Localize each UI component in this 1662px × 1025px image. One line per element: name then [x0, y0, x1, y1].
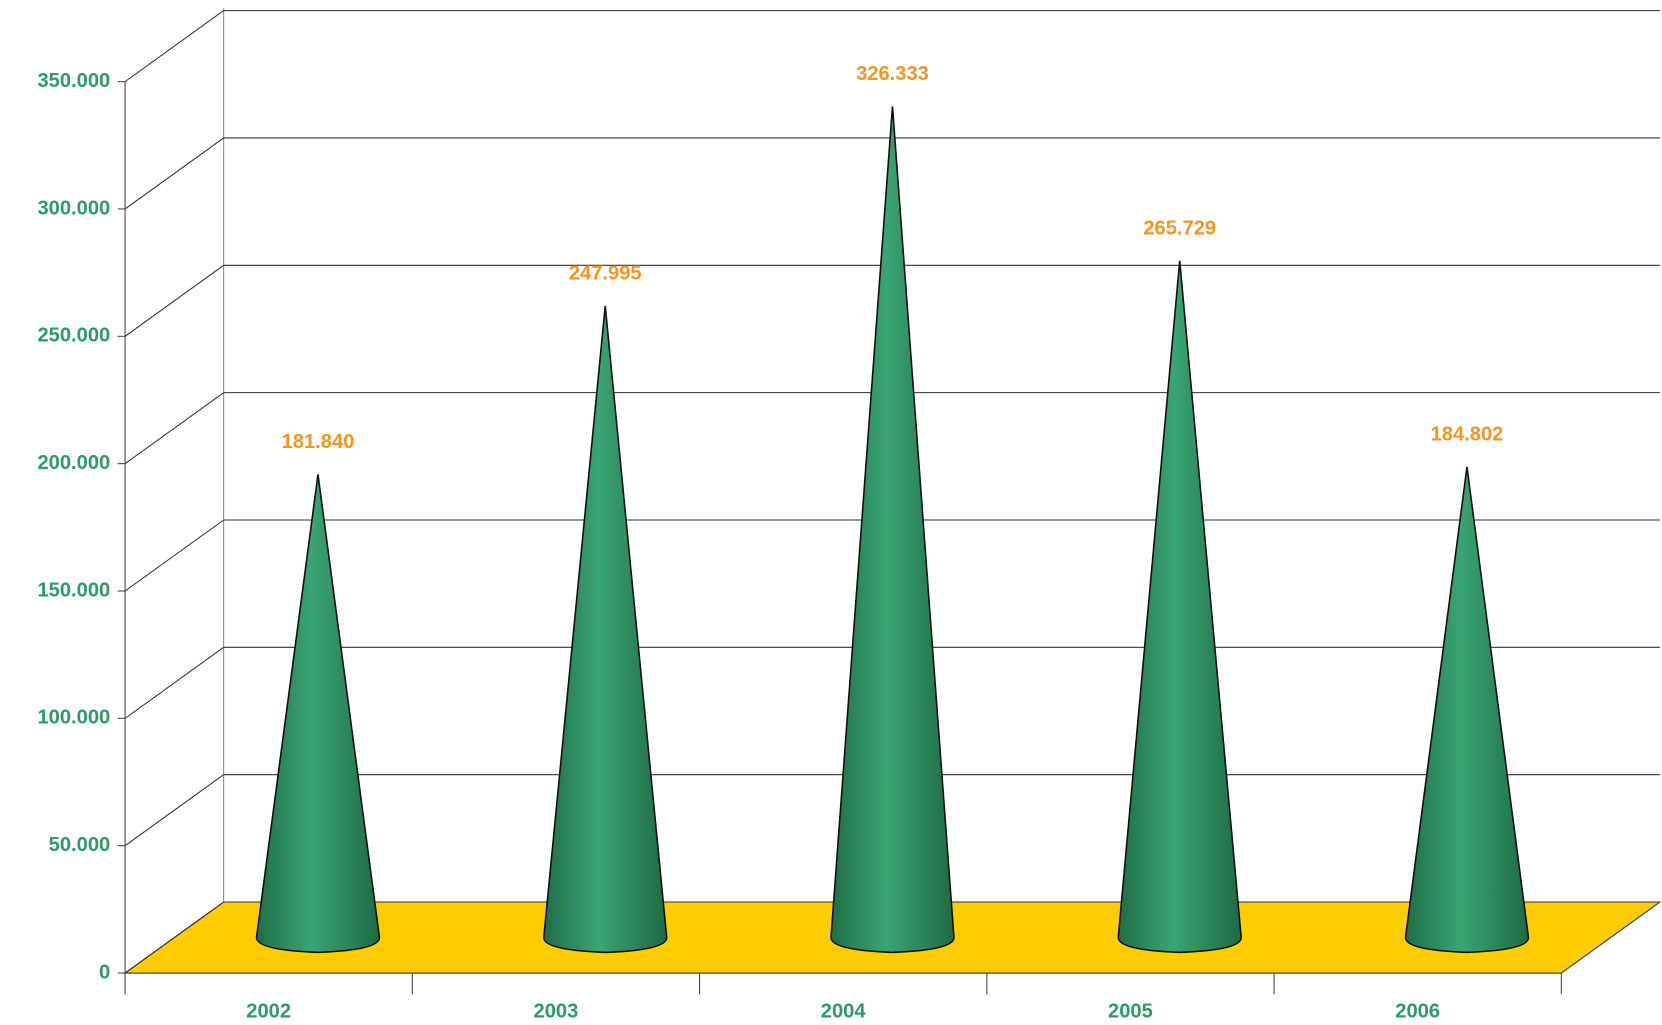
y-tick-label: 250.000	[37, 325, 110, 347]
grid-diagonal	[124, 901, 224, 974]
cone	[830, 106, 955, 954]
x-tick-label: 2004	[821, 1001, 867, 1023]
value-label: 326.333	[856, 63, 929, 85]
x-tick-label: 2005	[1108, 1001, 1153, 1023]
value-label: 265.729	[1143, 217, 1216, 239]
x-tick-label: 2003	[534, 1001, 579, 1023]
grid-diagonal	[124, 519, 224, 592]
cone	[255, 474, 381, 954]
grid-diagonal	[124, 646, 224, 719]
value-label: 181.840	[282, 431, 355, 453]
y-tick-label: 100.000	[37, 707, 110, 729]
cone-body	[1404, 466, 1530, 954]
cone	[1117, 260, 1242, 954]
grid-diagonal	[124, 137, 224, 210]
cone	[1404, 466, 1530, 954]
y-tick-label: 0	[99, 961, 110, 983]
cone-body	[1117, 260, 1242, 954]
grid-diagonal	[124, 392, 224, 465]
value-label: 247.995	[569, 262, 642, 284]
grid-diagonal	[124, 264, 224, 337]
floor-right	[1560, 901, 1661, 974]
x-tick-label: 2006	[1395, 1001, 1440, 1023]
cone	[542, 305, 668, 954]
y-tick-label: 300.000	[37, 197, 110, 219]
y-tick-label: 200.000	[37, 452, 110, 474]
y-tick-label: 50.000	[49, 834, 111, 856]
value-label: 184.802	[1431, 423, 1504, 445]
y-tick-label: 350.000	[37, 70, 110, 92]
cone-body	[255, 474, 381, 954]
grid-diagonal	[124, 774, 224, 847]
cone-body	[830, 106, 955, 954]
grid-diagonal	[124, 10, 224, 83]
y-tick-label: 150.000	[37, 579, 110, 601]
cone-body	[542, 305, 668, 954]
x-tick-label: 2002	[246, 1001, 291, 1023]
